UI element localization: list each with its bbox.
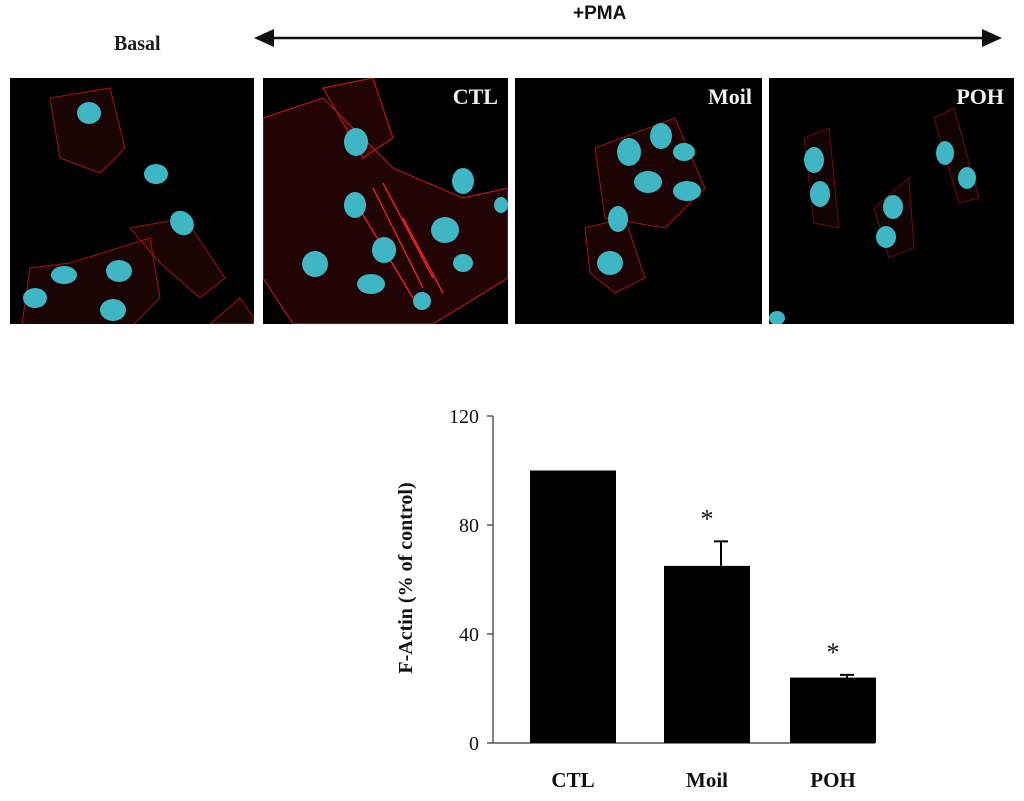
x-tick-label: Moil xyxy=(686,768,728,792)
micrograph-moil: Moil xyxy=(515,78,762,324)
significance-marker: * xyxy=(827,638,840,667)
micrograph-ctl: CTL xyxy=(263,78,508,324)
cells-image xyxy=(263,78,508,324)
bar-ctl xyxy=(530,470,616,743)
micrograph-poh: POH xyxy=(769,78,1014,324)
basal-label: Basal xyxy=(114,31,161,55)
significance-marker: * xyxy=(701,504,714,533)
x-tick-label: POH xyxy=(810,768,856,792)
cells-image xyxy=(769,107,980,324)
panel-label-poh: POH xyxy=(956,84,1004,109)
bar-poh xyxy=(790,677,876,743)
y-axis-label: F-Actin (% of control) xyxy=(395,482,417,673)
y-tick-label: 120 xyxy=(449,406,479,428)
micrograph-basal xyxy=(10,78,254,324)
y-tick-label: 80 xyxy=(459,515,479,537)
bar-moil xyxy=(664,565,750,743)
y-tick-label: 40 xyxy=(459,624,479,646)
bar-chart: F-Actin (% of control) 0 40 80 120 CTL * Moil… xyxy=(395,406,876,792)
x-tick-label: CTL xyxy=(551,768,594,792)
y-tick-label: 0 xyxy=(469,733,479,755)
cells-image xyxy=(584,117,706,294)
panel-label-ctl: CTL xyxy=(452,84,498,109)
cells-image xyxy=(21,87,254,324)
panel-label-moil: Moil xyxy=(708,84,752,109)
chart-bars: CTL * Moil * POH xyxy=(530,470,876,792)
pma-arrow-icon xyxy=(254,29,1002,47)
pma-label: +PMA xyxy=(573,3,627,24)
